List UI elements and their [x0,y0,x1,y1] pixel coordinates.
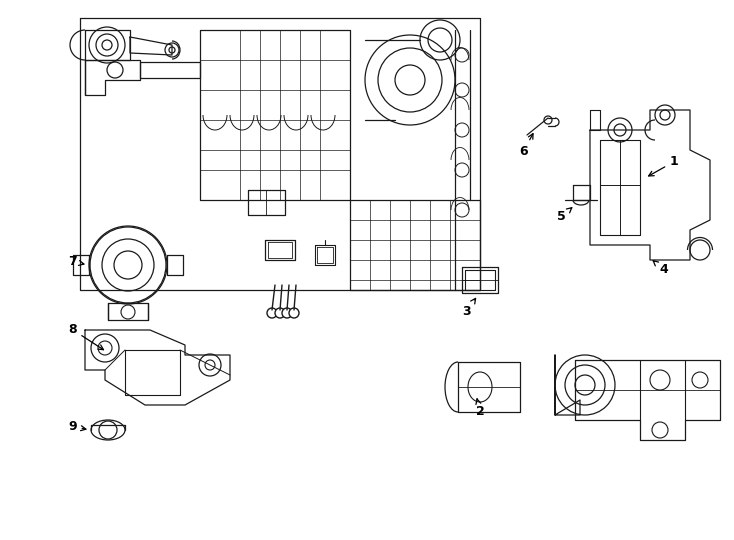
Text: 6: 6 [519,134,533,158]
Text: 1: 1 [649,155,679,176]
Circle shape [275,308,285,318]
Text: 5: 5 [557,208,572,223]
Text: 9: 9 [68,420,86,433]
Circle shape [289,308,299,318]
Text: 8: 8 [68,323,103,350]
Circle shape [267,308,277,318]
Text: 3: 3 [462,299,476,318]
Text: 7: 7 [68,255,84,268]
Text: 4: 4 [653,261,668,276]
Circle shape [282,308,292,318]
Text: 2: 2 [476,399,484,418]
